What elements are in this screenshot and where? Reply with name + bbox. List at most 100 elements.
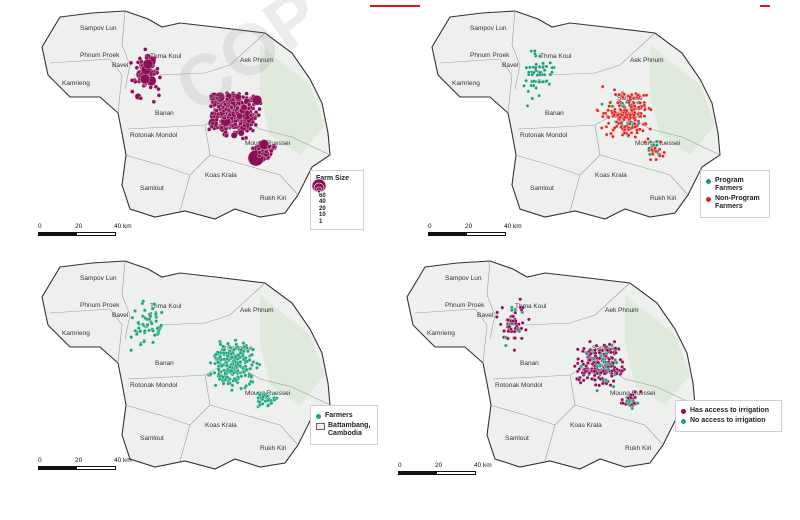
farmer-point — [232, 370, 236, 375]
place-label: Phnum Proek — [470, 52, 510, 59]
program-farmer-point — [534, 86, 538, 90]
irrigation-point — [517, 322, 521, 327]
district-boundary — [49, 58, 123, 114]
size-label: 1 — [319, 218, 323, 225]
program-farmer-point — [541, 61, 545, 66]
farmer-point — [638, 114, 643, 119]
farmer-point — [223, 377, 228, 382]
irrigation-point — [606, 367, 611, 372]
scale-tick: 20 — [465, 223, 473, 230]
place-label: Rotonak Mondol — [520, 132, 568, 139]
farmer-point — [155, 326, 160, 331]
irrigation-point — [513, 319, 518, 323]
irrigation-point — [513, 336, 517, 340]
farmer-point — [243, 356, 248, 360]
legend-item: No access to irrigation — [681, 417, 776, 425]
farmer-point — [266, 403, 270, 408]
scale-segment — [76, 232, 116, 236]
farmer-point — [239, 374, 244, 379]
farmer-point — [242, 370, 247, 374]
farm-size-circle — [224, 97, 230, 102]
map-svg: Sampov Lun Phnum Proek Kamrieng Bavel Thma K… — [420, 5, 760, 220]
farmer-point — [265, 394, 269, 399]
district-boundary — [599, 154, 689, 196]
farm-size-circle — [253, 122, 258, 128]
scale-bar: 0 20 40 km — [38, 457, 158, 472]
irrigation-point — [608, 383, 613, 388]
irrigation-point — [580, 359, 584, 364]
farm-size-circle — [240, 104, 248, 111]
farm-size-circle — [235, 105, 240, 111]
irrigation-point — [579, 364, 583, 369]
program-farmer-point — [541, 80, 545, 84]
district-boundary — [124, 154, 191, 176]
farmer-point — [153, 312, 158, 317]
place-label: Samlout — [505, 435, 529, 442]
farmer-point — [606, 108, 610, 113]
program-farmer-point — [522, 84, 526, 88]
farmer-point — [232, 376, 237, 381]
farmer-point — [225, 375, 230, 380]
farmer-point — [635, 131, 639, 135]
farmer-point — [616, 113, 620, 117]
scale-tick: 20 — [435, 462, 443, 469]
legend-item: Farmers — [316, 412, 372, 420]
farm-size-circle — [233, 122, 238, 127]
farm-size-circle — [250, 146, 255, 151]
irrigation-point — [592, 373, 597, 378]
farmer-point — [141, 299, 146, 304]
farmer-point — [221, 351, 226, 355]
proportional-circles-icon — [311, 178, 327, 194]
irrigation-point — [527, 317, 531, 322]
farm-size-circle — [210, 111, 215, 116]
place-label: Moung Ruessei — [635, 140, 680, 147]
farmer-point — [244, 367, 249, 372]
farmers-legend: Farmers Battambang, Cambodia — [310, 405, 378, 445]
place-label: Rukh Kiri — [650, 195, 676, 202]
farmer-point — [225, 356, 230, 361]
irrigation-point — [506, 318, 510, 322]
province-boundary-icon — [316, 423, 325, 430]
farmer-point — [256, 396, 261, 400]
irrigation-point — [611, 379, 616, 383]
scale-tick: 40 km — [114, 223, 132, 230]
place-label: Rukh Kiri — [260, 445, 286, 452]
program-farmer-point — [538, 54, 542, 58]
district-boundary — [524, 282, 631, 326]
scale-segment — [38, 466, 76, 470]
farm-size-circle — [242, 123, 247, 128]
farmer-point — [606, 115, 611, 120]
irrigation-point — [601, 357, 605, 362]
farm-size-circle — [207, 127, 212, 132]
farm-size-circle — [214, 117, 219, 122]
irrigation-point — [604, 351, 609, 356]
farmer-point — [653, 146, 657, 151]
irrigation-point — [494, 315, 499, 319]
farmer-point — [236, 353, 241, 358]
district-boundary — [486, 260, 496, 340]
irrigation-point — [597, 383, 602, 388]
farm-size-circle — [216, 111, 221, 117]
district-boundary — [569, 124, 601, 212]
district-boundary — [121, 10, 131, 90]
farm-size-circle — [134, 65, 139, 70]
district-boundary — [489, 404, 556, 426]
district-boundary — [159, 282, 266, 326]
irrigation-point — [524, 328, 528, 332]
irrigation-point — [587, 371, 592, 375]
farmer-point — [230, 388, 234, 392]
irrigation-point — [594, 343, 599, 348]
farmer-point — [129, 335, 134, 339]
irrigation-point — [518, 297, 523, 302]
irrigation-point — [616, 347, 621, 351]
farm-size-circle — [151, 99, 156, 104]
farm-size-circle — [236, 112, 244, 120]
farmer-point — [142, 308, 147, 313]
scale-segment — [436, 471, 476, 475]
farm-size-circle — [243, 135, 249, 141]
farmer-point — [623, 115, 627, 120]
farmer-point — [216, 367, 221, 372]
irrigation-point — [585, 351, 589, 356]
farm-size-circle — [264, 149, 269, 154]
farmer-point — [142, 329, 147, 333]
